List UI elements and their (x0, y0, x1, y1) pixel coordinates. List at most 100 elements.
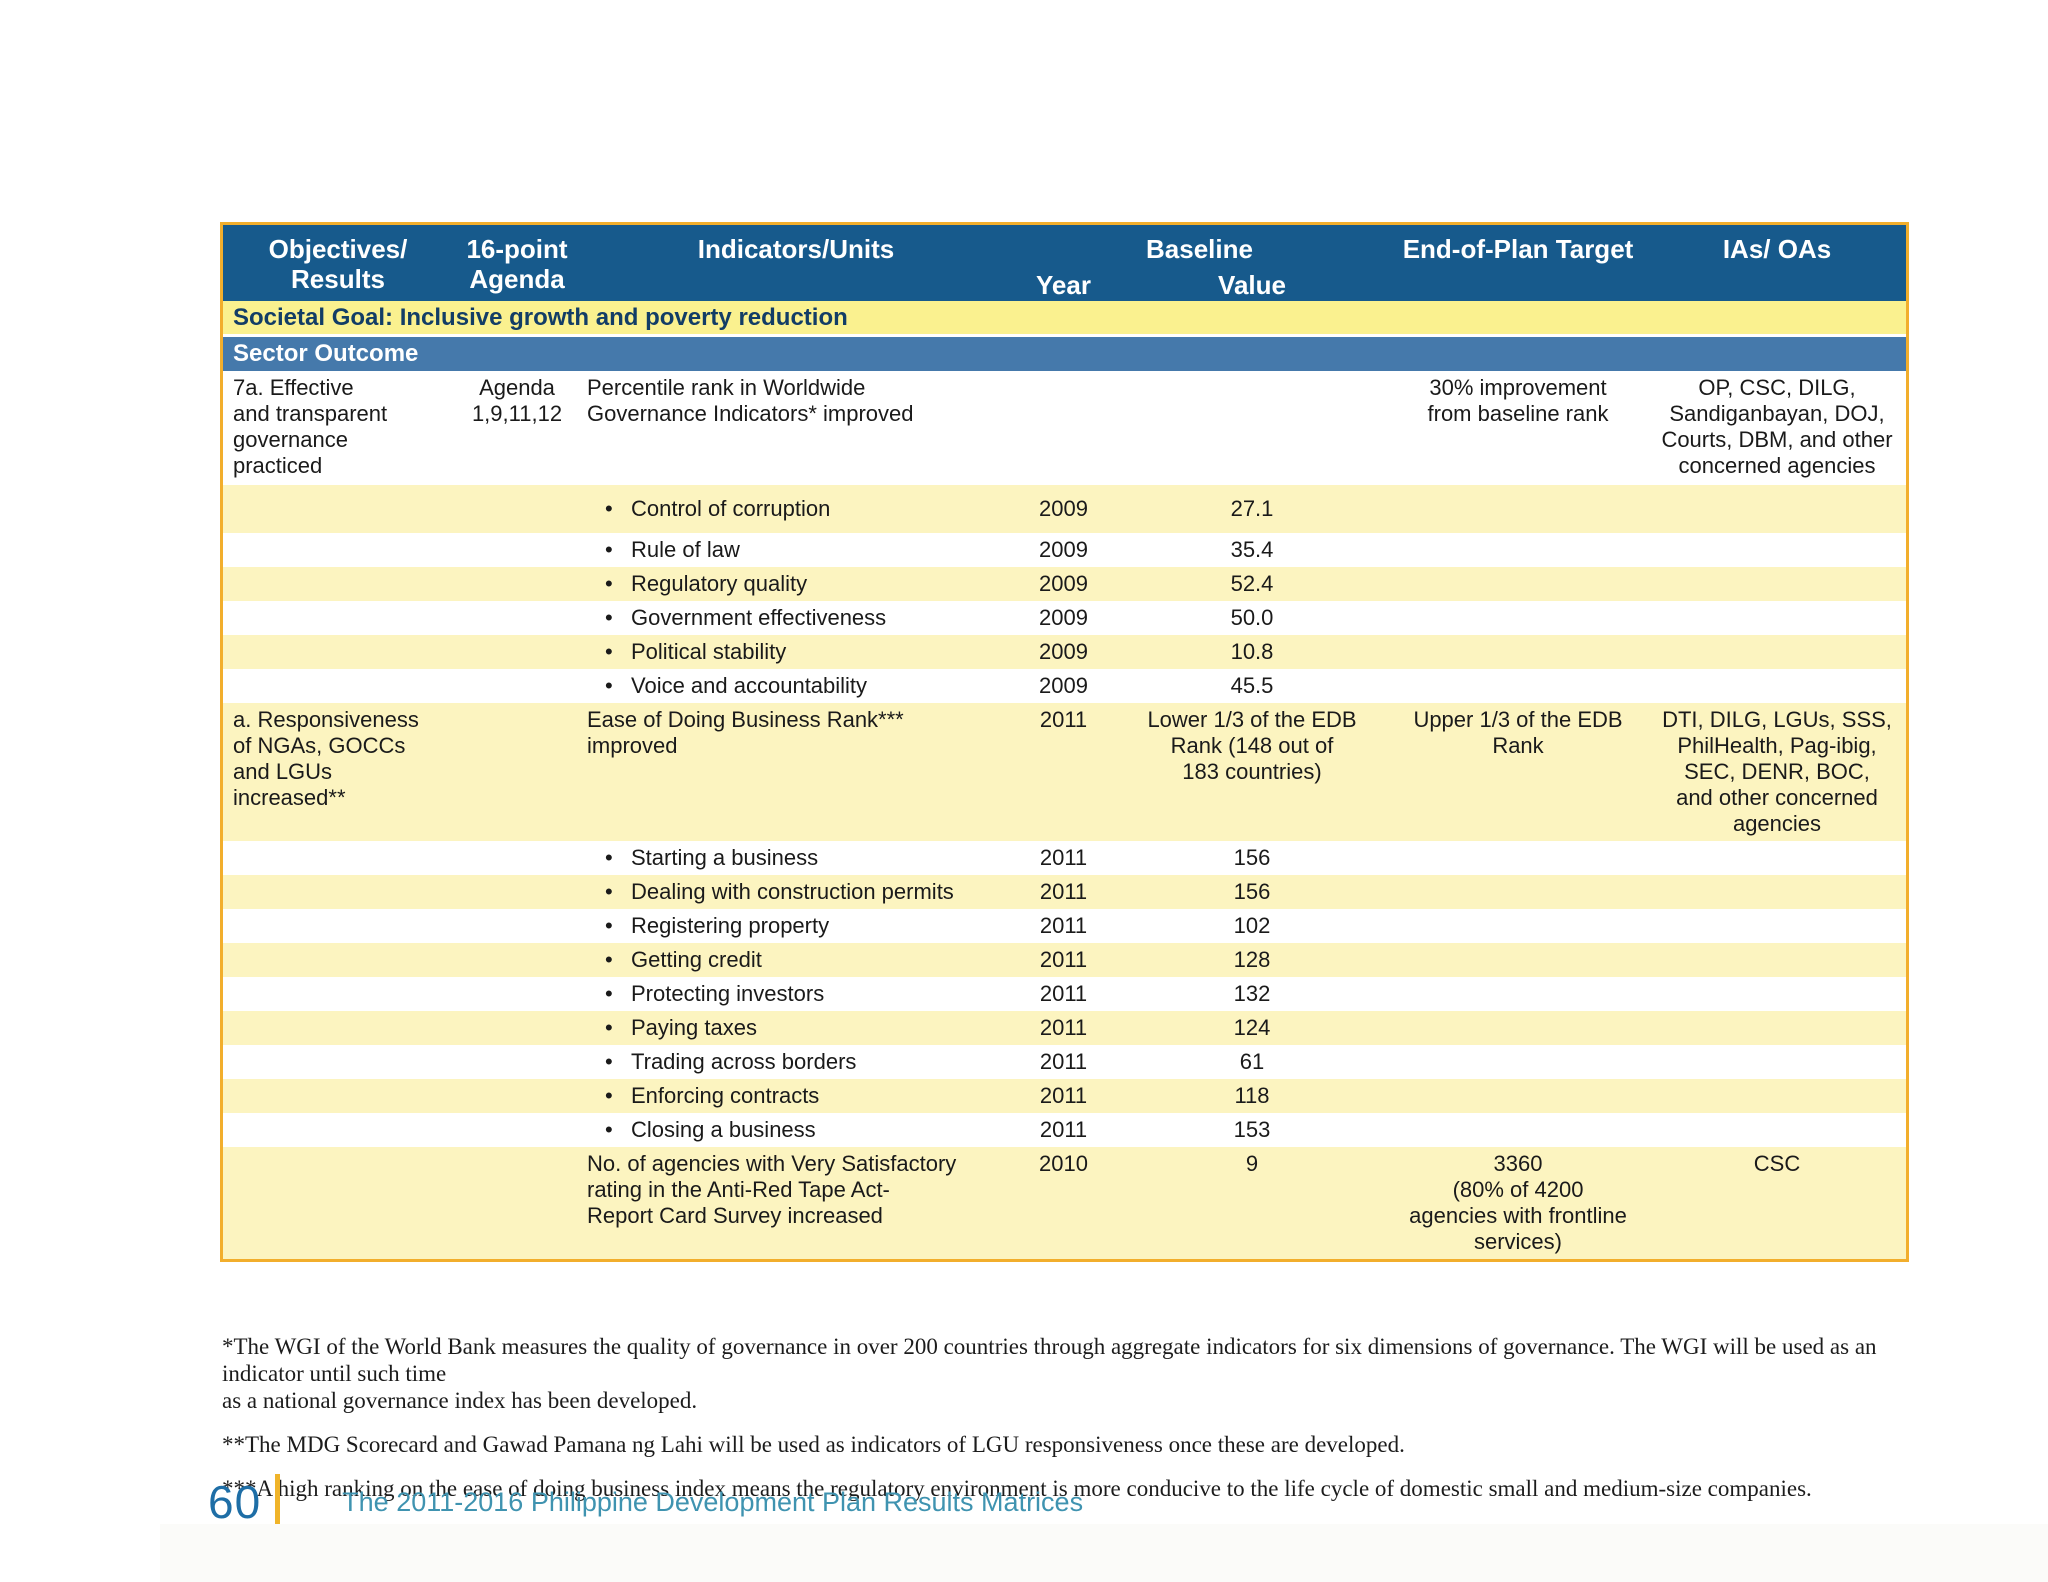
bullet-icon (605, 673, 631, 699)
indicator-label: Rule of law (631, 537, 740, 562)
indicator-cell: Political stability (581, 635, 1011, 669)
ias-cell (1648, 875, 1906, 909)
indicator-label: Government effectiveness (631, 605, 887, 630)
target-cell (1388, 909, 1648, 943)
indicator-cell: Ease of Doing Business Rank*** improved (587, 707, 904, 758)
table-row: Government effectiveness 2009 50.0 (223, 601, 1906, 635)
indicator-cell: Enforcing contracts (581, 1079, 1011, 1113)
objective-cell (223, 485, 453, 533)
objective-cell (223, 977, 453, 1011)
bullet-icon (605, 879, 631, 905)
table-row: Control of corruption 2009 27.1 (223, 485, 1906, 533)
table-row: Getting credit 2011 128 (223, 943, 1906, 977)
target-cell: 30% improvement from baseline rank (1427, 375, 1609, 426)
bullet-icon (605, 496, 631, 522)
value-cell: 118 (1234, 1083, 1270, 1108)
value-cell: 124 (1233, 1015, 1271, 1040)
year-cell: 2011 (1039, 913, 1088, 938)
agenda-cell (453, 943, 581, 977)
table-row: No. of agencies with Very Satisfactory r… (223, 1147, 1906, 1259)
table-row: Regulatory quality 2009 52.4 (223, 567, 1906, 601)
ias-cell (1648, 567, 1906, 601)
bullet-icon (605, 1015, 631, 1041)
objective-cell: 7a. Effective and transparent governance… (233, 375, 388, 478)
indicator-label: Regulatory quality (631, 571, 808, 596)
table-row: Paying taxes 2011 124 (223, 1011, 1906, 1045)
value-cell: 61 (1239, 1049, 1265, 1074)
indicator-cell: Paying taxes (581, 1011, 1011, 1045)
target-cell (1388, 485, 1648, 533)
ias-cell (1648, 635, 1906, 669)
value-cell: 50.0 (1230, 605, 1274, 630)
target-cell (1388, 1079, 1648, 1113)
value-cell: 45.5 (1230, 673, 1274, 698)
objective-cell (223, 1011, 453, 1045)
ias-cell (1648, 943, 1906, 977)
value-cell: 128 (1233, 947, 1271, 972)
objective-cell (223, 875, 453, 909)
indicator-cell: Dealing with construction permits (581, 875, 1011, 909)
objective-cell (223, 533, 453, 567)
agenda-cell (453, 1147, 581, 1259)
year-cell: 2011 (1039, 1117, 1088, 1142)
ias-cell (1648, 485, 1906, 533)
indicator-cell: Government effectiveness (581, 601, 1011, 635)
target-cell (1388, 567, 1648, 601)
target-cell (1388, 669, 1648, 703)
indicator-cell: Control of corruption (581, 485, 1011, 533)
ias-cell (1648, 1079, 1906, 1113)
value-cell: 35.4 (1230, 537, 1274, 562)
table-row: Starting a business 2011 156 (223, 841, 1906, 875)
year-cell: 2011 (1039, 1083, 1088, 1108)
value-cell: 27.1 (1230, 496, 1274, 521)
indicator-label: Starting a business (631, 845, 819, 870)
table-row: Rule of law 2009 35.4 (223, 533, 1906, 567)
bullet-icon (605, 1049, 631, 1075)
agenda-cell (453, 567, 581, 601)
table-row: Dealing with construction permits 2011 1… (223, 875, 1906, 909)
footnote-edb-ranking: ***A high ranking on the ease of doing b… (222, 1476, 1812, 1501)
header-baseline: Baseline (1146, 234, 1253, 264)
objective-cell (223, 669, 453, 703)
agenda-cell (453, 875, 581, 909)
indicator-cell: Registering property (581, 909, 1011, 943)
indicator-label: Political stability (631, 639, 787, 664)
value-cell: 102 (1233, 913, 1271, 938)
header-objectives-results: Objectives/ Results (268, 234, 408, 294)
target-cell: 3360 (80% of 4200 agencies with frontlin… (1409, 1151, 1627, 1254)
value-cell: Lower 1/3 of the EDB Rank (148 out of 18… (1147, 707, 1357, 784)
indicator-label: Registering property (631, 913, 830, 938)
year-cell: 2011 (1039, 879, 1088, 904)
header-ias-oas: IAs/ OAs (1722, 234, 1832, 264)
agenda-cell (453, 841, 581, 875)
indicator-cell: Trading across borders (581, 1045, 1011, 1079)
year-cell: 2011 (1039, 845, 1088, 870)
indicator-label: Control of corruption (631, 496, 831, 521)
bullet-icon (605, 947, 631, 973)
table-row: a. Responsiveness of NGAs, GOCCs and LGU… (223, 703, 1906, 841)
target-cell (1388, 1113, 1648, 1147)
page-footer: 60 The 2011-2016 Philippine Development … (208, 1474, 1083, 1530)
footnote-wgi: *The WGI of the World Bank measures the … (222, 1334, 1877, 1413)
target-cell (1388, 601, 1648, 635)
footnotes: *The WGI of the World Bank measures the … (222, 1333, 1914, 1519)
page-bottom-strip (160, 1524, 2048, 1582)
header-indicators-units: Indicators/Units (697, 234, 895, 264)
table-row: Protecting investors 2011 132 (223, 977, 1906, 1011)
year-cell: 2011 (1039, 707, 1088, 732)
agenda-cell (453, 635, 581, 669)
indicator-label: Dealing with construction permits (631, 879, 954, 904)
ias-cell (1648, 669, 1906, 703)
target-cell (1388, 977, 1648, 1011)
indicator-cell: Regulatory quality (581, 567, 1011, 601)
objective-cell (223, 943, 453, 977)
target-cell (1388, 1011, 1648, 1045)
indicator-cell: Voice and accountability (581, 669, 1011, 703)
header-end-of-plan-target: End-of-Plan Target (1402, 234, 1634, 264)
table-row: Registering property 2011 102 (223, 909, 1906, 943)
year-cell: 2009 (1039, 496, 1088, 521)
agenda-cell (453, 1045, 581, 1079)
objective-cell (223, 841, 453, 875)
value-cell: 156 (1233, 845, 1271, 870)
indicator-cell: Starting a business (581, 841, 1011, 875)
